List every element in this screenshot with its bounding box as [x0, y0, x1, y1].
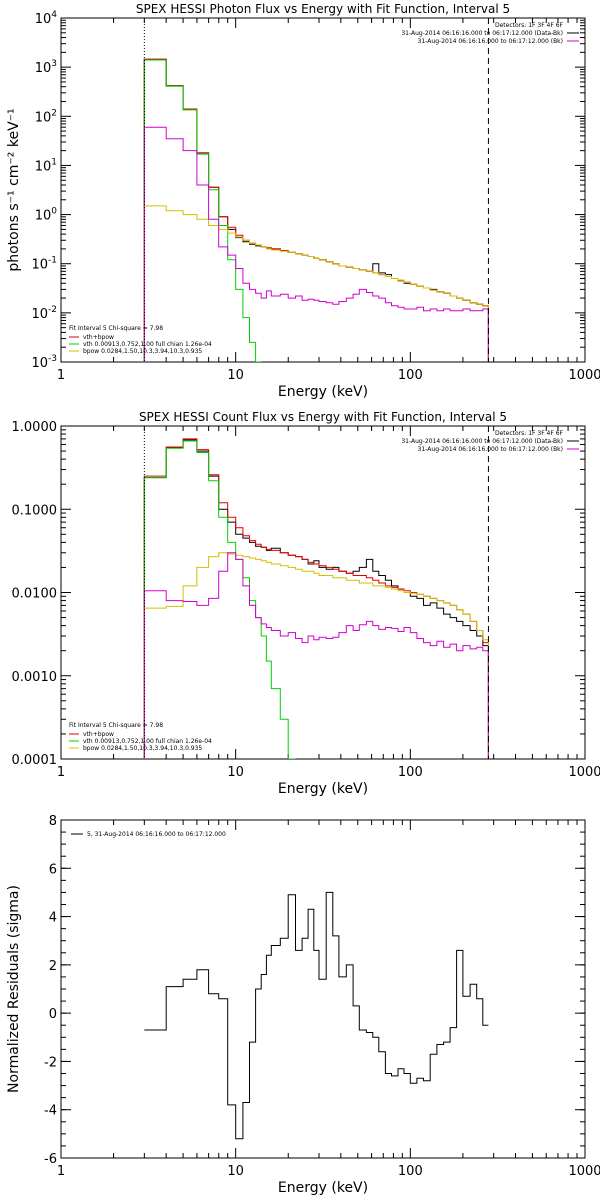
- y-tick-base: 10: [31, 258, 48, 273]
- y-tick-label: 10-1: [31, 256, 57, 273]
- series-vth: [143, 440, 296, 759]
- y-tick-label: -2: [44, 1055, 57, 1070]
- y-tick-label: 8: [49, 814, 57, 829]
- fit-summary: Fit Interval 5 Chi-square = 7.98: [69, 722, 163, 729]
- y-tick-base: 10: [35, 209, 52, 224]
- y-axis-label: photons s⁻¹ cm⁻² keV⁻¹: [6, 108, 22, 271]
- y-tick-label: 6: [49, 862, 57, 877]
- y-tick-label: 100: [35, 207, 58, 224]
- y-tick-label: 1.0000: [12, 420, 58, 435]
- y-tick-exponent: 0: [51, 207, 57, 217]
- y-tick-base: 10: [35, 110, 52, 125]
- series-group: [144, 891, 489, 1140]
- x-tick-label: 10: [227, 765, 244, 780]
- x-tick-label: 1: [57, 368, 65, 383]
- y-tick-exponent: 2: [51, 108, 57, 118]
- x-tick-label: 1: [57, 1164, 65, 1179]
- y-tick-base: 10: [31, 307, 48, 322]
- series-bk: [143, 126, 489, 362]
- y-tick-label: 104: [35, 10, 58, 27]
- panel-3: 1 10 100 1000 -6 -4 -2 0 2 4 6 8 Energy (keV) Normali…: [6, 814, 600, 1196]
- legend-tr-entry: 31-Aug-2014 06:16:16.000 to 06:17:12.000…: [401, 438, 563, 445]
- x-axis-label: Energy (keV): [278, 384, 368, 400]
- series-data: [143, 58, 489, 362]
- fit-summary: Fit Interval 5 Chi-square = 7.98: [69, 325, 163, 332]
- x-tick-label: 1000: [568, 1164, 600, 1179]
- y-tick-label: 10-3: [31, 354, 57, 371]
- plot-frame: [60, 819, 586, 1159]
- chart-title: SPEX HESSI Photon Flux vs Energy with Fi…: [136, 2, 510, 16]
- x-tick-label: 10: [227, 368, 244, 383]
- legend-tl-entry: 5, 31-Aug-2014 06:16:16.000 to 06:17:12.…: [87, 831, 226, 838]
- y-tick-label: -4: [44, 1104, 57, 1119]
- legend-bl-entry: vth 0.00913,0.752,1.00 full chian 1.26e-…: [83, 341, 212, 348]
- legend-tr-entry: 31-Aug-2014 06:16:16.000 to 06:17:12.000…: [418, 38, 563, 45]
- y-tick-base: 10: [35, 159, 52, 174]
- y-tick-label: 0.1000: [12, 503, 58, 518]
- x-tick-label: 1000: [568, 765, 600, 780]
- y-tick-label: 103: [35, 59, 57, 76]
- y-tick-base: 10: [35, 12, 52, 27]
- y-tick-label: 0.0010: [12, 670, 58, 685]
- plot-frame: [60, 17, 586, 363]
- legend-tr-entry: 31-Aug-2014 06:16:16.000 to 06:17:12.000…: [401, 30, 563, 37]
- y-tick-label: 0.0100: [12, 587, 58, 602]
- y-tick-label: 0.0001: [12, 753, 58, 768]
- chart-title: SPEX HESSI Count Flux vs Energy with Fit…: [139, 410, 507, 424]
- y-tick-label: -6: [44, 1152, 57, 1167]
- y-tick-label: 10-2: [31, 305, 57, 322]
- series-group: [143, 438, 489, 759]
- y-tick-label: 101: [35, 157, 57, 174]
- y-tick-base: 10: [31, 356, 48, 371]
- y-tick-label: 2: [49, 959, 57, 974]
- x-axis-label: Energy (keV): [278, 781, 368, 797]
- x-tick-label: 10: [227, 1164, 244, 1179]
- legend-bl-entry: bpow 0.0284,1.50,10.3,3.94,10.3,0.935: [83, 348, 202, 355]
- y-tick-label: 4: [49, 911, 57, 926]
- x-tick-label: 100: [398, 765, 423, 780]
- y-tick-label: 0: [49, 1007, 57, 1022]
- panel-2: SPEX HESSI Count Flux vs Energy with Fit…: [12, 410, 600, 797]
- y-axis-label: Normalized Residuals (sigma): [6, 885, 22, 1093]
- legend-bl-entry: bpow 0.0284,1.50,10.3,3.94,10.3,0.935: [83, 745, 202, 752]
- legend-tr-entry: Detectors: 1F 3F 4F 6F: [495, 430, 564, 437]
- series-bpow: [143, 205, 489, 362]
- series-total: [143, 58, 489, 362]
- y-tick-base: 10: [35, 61, 52, 76]
- legend-tr-entry: 31-Aug-2014 06:16:16.000 to 06:17:12.000…: [418, 446, 563, 453]
- x-tick-label: 100: [398, 368, 423, 383]
- y-tick-exponent: 3: [51, 59, 57, 69]
- series-bk: [143, 552, 489, 759]
- panel-1: SPEX HESSI Photon Flux vs Energy with Fi…: [6, 2, 600, 400]
- y-tick-label: 102: [35, 108, 57, 125]
- legend-bl-entry: vth 0.00913,0.752,1.00 full chian 1.26e-…: [83, 738, 212, 745]
- x-axis-label: Energy (keV): [278, 1180, 368, 1196]
- y-tick-exponent: -1: [48, 256, 57, 266]
- legend-bl-entry: vth+bpow: [83, 334, 114, 341]
- y-tick-exponent: -3: [48, 354, 57, 364]
- y-tick-exponent: -2: [48, 305, 57, 315]
- series-data: [144, 891, 489, 1140]
- series-vth: [143, 59, 262, 362]
- y-tick-exponent: 4: [51, 10, 57, 20]
- x-tick-label: 100: [398, 1164, 423, 1179]
- plot-frame: [60, 425, 586, 760]
- series-group: [143, 58, 489, 362]
- x-tick-label: 1: [57, 765, 65, 780]
- legend-tr-entry: Detectors: 1F 3F 4F 6F: [495, 22, 564, 29]
- x-tick-label: 1000: [568, 368, 600, 383]
- legend-bl-entry: vth+bpow: [83, 731, 114, 738]
- series-bpow: [143, 552, 489, 759]
- y-tick-exponent: 1: [51, 157, 57, 167]
